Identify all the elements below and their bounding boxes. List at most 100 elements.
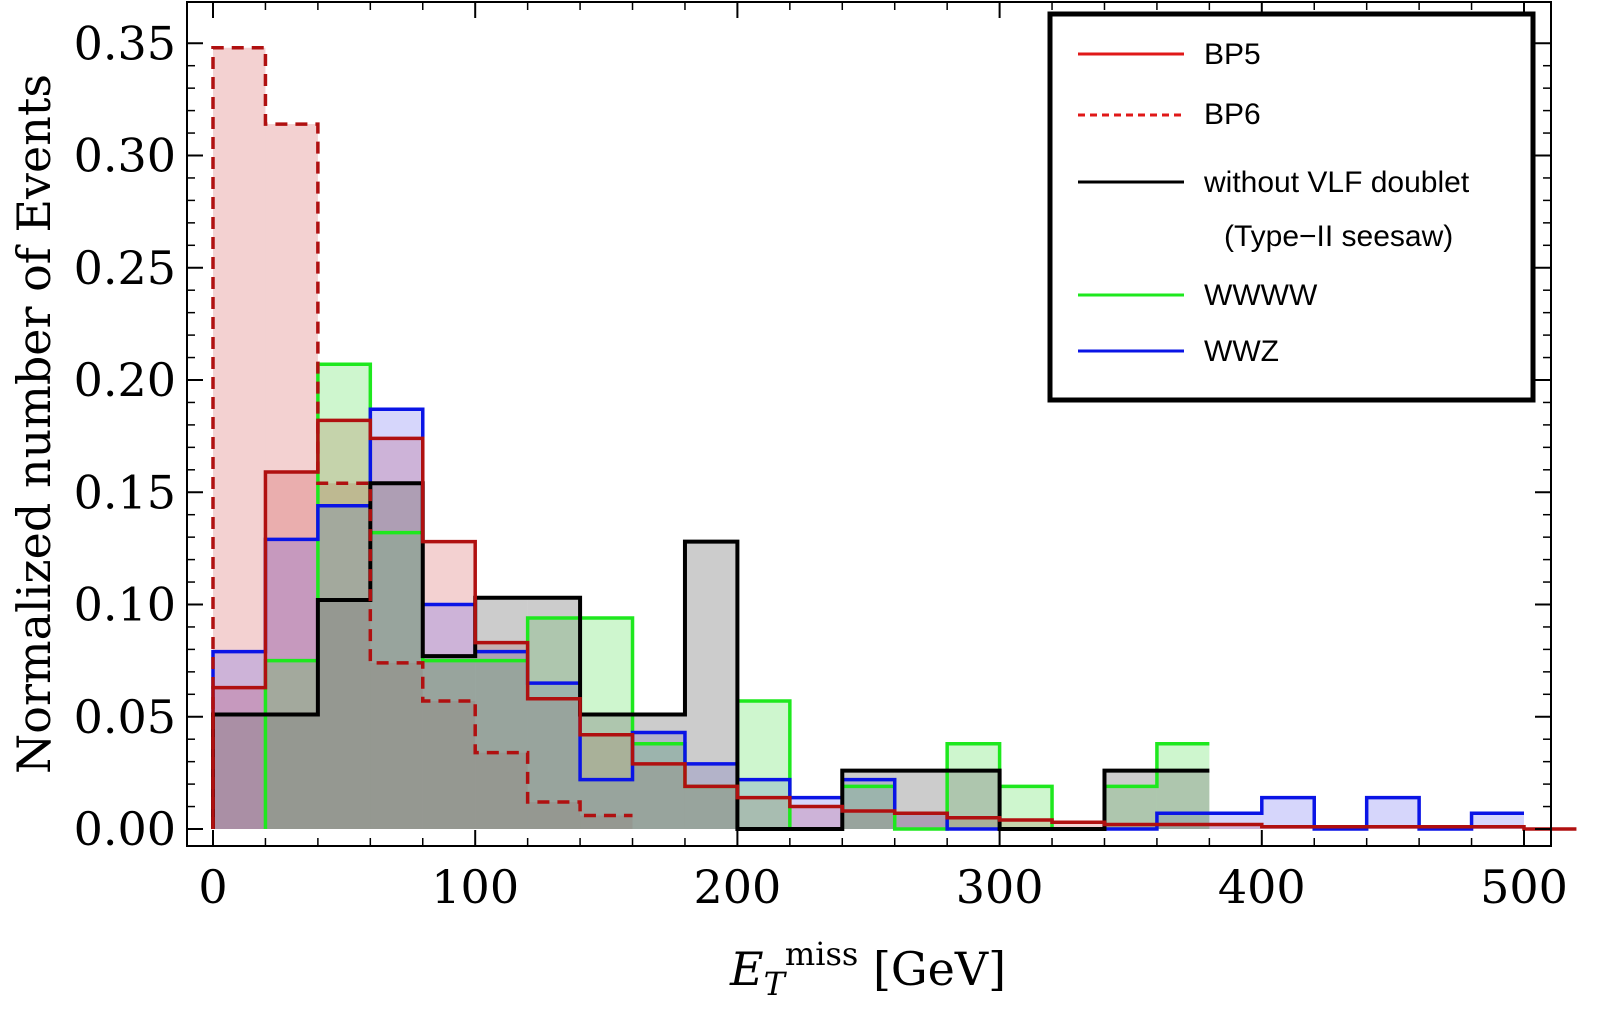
bar-novlf-bin-18 — [1156, 770, 1210, 829]
legend-label-wwww: WWWW — [1204, 279, 1318, 312]
y-tick-label: 0.05 — [74, 690, 176, 744]
bar-wwww-bin-13 — [947, 743, 1000, 829]
bar-bp5-bin-17 — [1104, 824, 1157, 829]
bar-bp6-bin-0 — [213, 47, 266, 830]
bar-bp5-bin-9 — [684, 786, 738, 830]
y-tick-label: 0.25 — [74, 241, 176, 295]
x-axis-title: ETmiss [GeV] — [729, 935, 1006, 1003]
x-tick-label: 100 — [431, 860, 519, 914]
bar-bp5-bin-11 — [789, 806, 843, 829]
bar-bp5-bin-4 — [422, 541, 476, 829]
bar-bp6-bin-5 — [475, 752, 528, 829]
bar-novlf-bin-5 — [475, 597, 528, 829]
y-tick-label: 0.20 — [74, 353, 176, 407]
bar-novlf-bin-17 — [1104, 770, 1157, 829]
bar-wwz-bin-11 — [789, 797, 843, 829]
x-tick-label: 300 — [956, 860, 1044, 914]
axis-tick-labels: 0.00 0.05 0.10 0.15 0.20 0.25 0.30 0.35 0 100 200 3… — [74, 16, 1568, 914]
legend-box — [1047, 11, 1536, 403]
bar-bp6-bin-2 — [317, 483, 371, 829]
y-tick-label: 0.10 — [74, 578, 176, 632]
bar-bp5-bin-15 — [999, 820, 1053, 829]
bar-bp5-bin-8 — [632, 763, 685, 829]
y-tick-label: 0.15 — [74, 465, 176, 519]
bar-wwww-bin-4 — [475, 660, 528, 830]
y-tick-label: 0.30 — [74, 129, 176, 183]
bar-wwww-bin-1 — [317, 364, 371, 829]
bar-novlf-bin-4 — [422, 656, 476, 829]
bar-wwz-bin-20 — [1261, 797, 1315, 829]
bar-bp5-bin-16 — [1052, 822, 1105, 829]
bar-wwww-bin-0 — [265, 660, 318, 830]
bar-novlf-bin-2 — [317, 600, 371, 829]
bar-wwz-bin-2 — [317, 505, 371, 829]
bar-novlf-bin-6 — [527, 597, 581, 829]
bar-bp5-bin-19 — [1209, 824, 1262, 829]
bar-bp5-bin-0 — [213, 687, 266, 830]
bar-bp5-bin-3 — [370, 438, 423, 829]
bar-bp6-bin-4 — [422, 701, 476, 829]
bar-wwz-bin-19 — [1209, 813, 1262, 829]
bar-wwz-bin-4 — [422, 604, 476, 829]
y-tick-label: 0.35 — [74, 16, 176, 70]
legend: BP5 BP6 without VLF doublet (Type−II see… — [1047, 11, 1536, 403]
bar-wwww-bin-7 — [632, 743, 685, 829]
bar-wwww-bin-3 — [422, 660, 476, 830]
bar-bp6-bin-6 — [527, 802, 581, 829]
bar-wwww-bin-2 — [370, 532, 423, 829]
bar-bp5-bin-1 — [265, 472, 318, 829]
bar-wwww-bin-5 — [527, 617, 581, 829]
bar-wwz-bin-0 — [213, 651, 266, 829]
bar-wwz-bin-13 — [894, 813, 948, 829]
x-tick-label: 500 — [1480, 860, 1568, 914]
bar-bp6-bin-7 — [580, 815, 633, 829]
bar-novlf-bin-7 — [580, 714, 633, 829]
bar-wwz-bin-8 — [632, 732, 685, 829]
bar-bp6-bin-3 — [370, 662, 423, 829]
bar-bp5-bin-12 — [842, 811, 895, 829]
bar-wwz-bin-7 — [580, 779, 633, 829]
bar-wwww-bin-16 — [1104, 786, 1157, 830]
bar-wwz-bin-9 — [684, 763, 738, 829]
x-tick-label: 200 — [693, 860, 781, 914]
bar-wwww-bin-8 — [684, 786, 738, 830]
legend-label-without-vlf: without VLF doublet — [1203, 166, 1470, 199]
series-line-bp6 — [211, 45, 633, 829]
legend-label-bp6: BP6 — [1204, 98, 1261, 131]
bar-bp5-bin-7 — [580, 734, 633, 829]
bar-wwz-bin-6 — [527, 683, 581, 830]
bar-wwz-bin-22 — [1366, 797, 1420, 829]
bar-bp5-bin-2 — [317, 420, 371, 829]
bar-wwz-bin-3 — [370, 409, 423, 829]
bar-bp5-bin-5 — [475, 642, 528, 829]
x-tick-label: 0 — [198, 860, 227, 914]
bar-bp5-bin-14 — [947, 817, 1000, 829]
legend-label-bp5: BP5 — [1204, 38, 1261, 71]
plot-frame — [186, 1, 1552, 847]
bar-wwww-bin-6 — [580, 617, 633, 829]
bar-novlf-bin-1 — [265, 714, 318, 829]
bar-novlf-bin-14 — [947, 770, 1000, 829]
series-outlines — [211, 45, 1577, 831]
bar-wwz-bin-10 — [737, 779, 790, 829]
bar-novlf-bin-13 — [894, 770, 948, 829]
x-tick-label: 400 — [1218, 860, 1306, 914]
bar-novlf-bin-3 — [370, 483, 423, 829]
axis-ticks — [187, 2, 1551, 846]
legend-label-wwz: WWZ — [1204, 335, 1279, 368]
bar-novlf-bin-0 — [213, 714, 266, 829]
bar-wwww-bin-14 — [999, 786, 1053, 830]
bar-wwz-bin-1 — [265, 539, 318, 829]
bar-bp6-bin-1 — [265, 124, 318, 829]
bar-bp5-bin-18 — [1156, 824, 1210, 829]
legend-label-type2-seesaw: (Type−II seesaw) — [1224, 220, 1453, 253]
bar-wwww-bin-11 — [842, 786, 895, 830]
y-tick-label: 0.00 — [74, 802, 176, 856]
bar-bp5-bin-13 — [894, 813, 948, 829]
bar-novlf-bin-9 — [684, 541, 738, 829]
bar-bp5-bin-6 — [527, 698, 581, 829]
series-line-bp5 — [211, 418, 1577, 831]
series-fills — [213, 47, 1524, 830]
bar-wwz-bin-5 — [475, 651, 528, 829]
